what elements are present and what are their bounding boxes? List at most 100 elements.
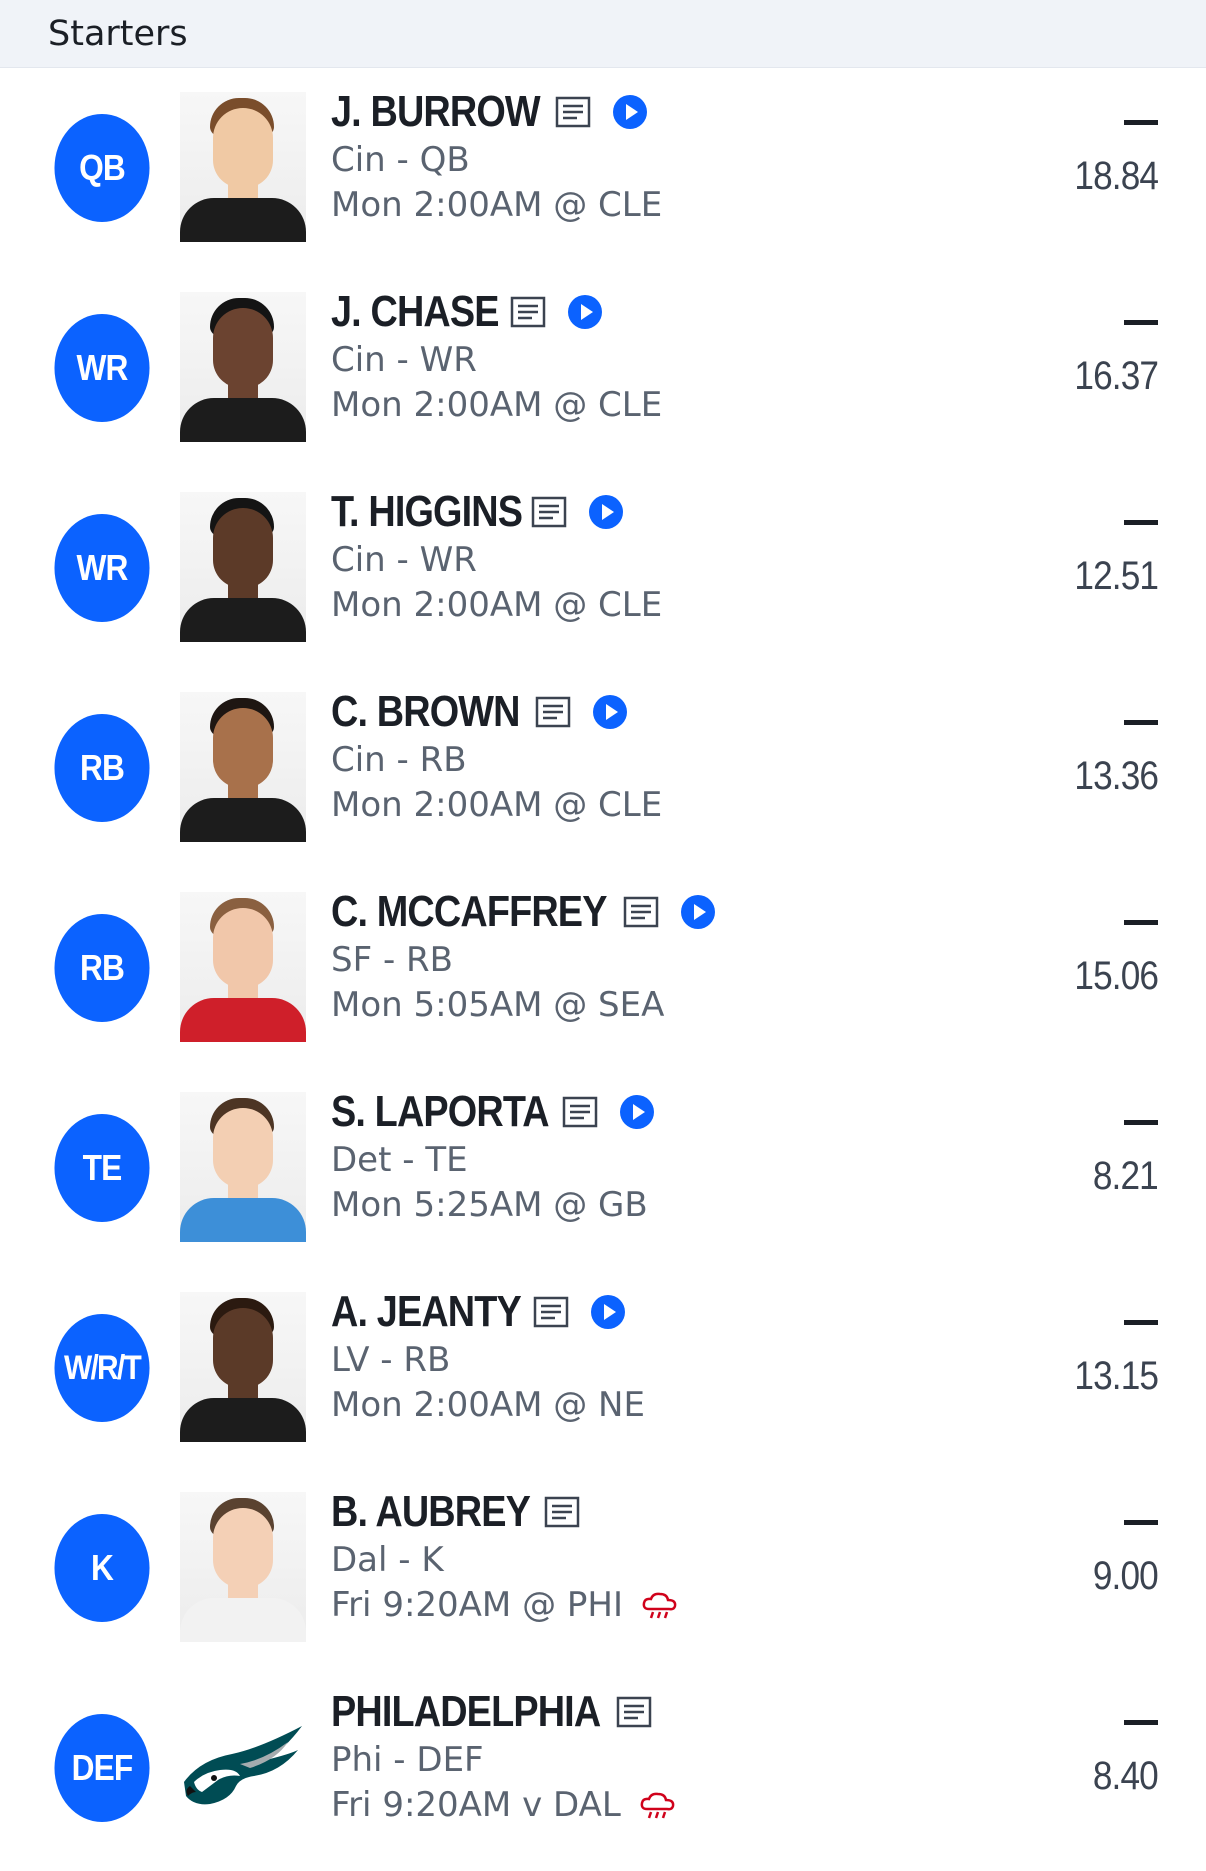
- player-info: T. HIGGINS Cin - WR Mon 2:00AM @ CLE: [331, 486, 971, 628]
- game-time: Mon 2:00AM @ CLE: [331, 783, 971, 828]
- team-position: Cin - WR: [331, 340, 477, 380]
- team-position: Phi - DEF: [331, 1740, 484, 1780]
- eagles-logo-icon[interactable]: [180, 1692, 306, 1842]
- player-row[interactable]: WR J. CHASE Cin - WR Mon 2:00AM @ CLE 16…: [0, 268, 1206, 468]
- game-time: Fri 9:20AM v DAL: [331, 1783, 971, 1828]
- news-icon[interactable]: [531, 496, 567, 528]
- news-icon[interactable]: [533, 1296, 569, 1328]
- position-badge[interactable]: DEF: [54, 1714, 150, 1822]
- player-info: B. AUBREY Dal - K Fri 9:20AM @ PHI: [331, 1486, 971, 1628]
- news-icon[interactable]: [616, 1696, 652, 1728]
- projected-points: 8.21: [1093, 1154, 1159, 1198]
- player-row[interactable]: WR T. HIGGINS Cin - WR Mon 2:00AM @ CLE …: [0, 468, 1206, 668]
- team-position: Det - TE: [331, 1140, 468, 1180]
- game-time: Mon 2:00AM @ CLE: [331, 583, 971, 628]
- team-position: Dal - K: [331, 1540, 444, 1580]
- projected-points: 13.15: [1074, 1354, 1159, 1398]
- name-line: PHILADELPHIA: [331, 1686, 971, 1738]
- position-badge[interactable]: RB: [54, 914, 150, 1022]
- actual-points: [1124, 1120, 1158, 1125]
- name-line: A. JEANTY: [331, 1286, 971, 1338]
- weather-rain-icon[interactable]: [641, 1591, 679, 1621]
- game-time: Mon 5:25AM @ GB: [331, 1183, 971, 1228]
- name-line: S. LAPORTA: [331, 1086, 971, 1138]
- player-headshot[interactable]: [180, 692, 306, 842]
- news-icon[interactable]: [555, 96, 591, 128]
- news-icon[interactable]: [535, 696, 571, 728]
- news-icon[interactable]: [623, 896, 659, 928]
- actual-points: [1124, 1720, 1158, 1725]
- player-name[interactable]: B. AUBREY: [331, 1487, 531, 1536]
- section-title: Starters: [48, 14, 188, 54]
- team-position: SF - RB: [331, 940, 453, 980]
- news-icon[interactable]: [562, 1096, 598, 1128]
- team-position: Cin - RB: [331, 740, 467, 780]
- position-badge[interactable]: TE: [54, 1114, 150, 1222]
- position-badge[interactable]: QB: [54, 114, 150, 222]
- player-info: J. BURROW Cin - QB Mon 2:00AM @ CLE: [331, 86, 971, 228]
- player-row[interactable]: W/R/T A. JEANTY LV - RB Mon 2:00AM @ NE …: [0, 1268, 1206, 1468]
- actual-points: [1124, 720, 1158, 725]
- player-name[interactable]: C. BROWN: [331, 687, 520, 736]
- name-line: J. CHASE: [331, 286, 971, 338]
- name-line: T. HIGGINS: [331, 486, 971, 538]
- play-video-icon[interactable]: [611, 93, 649, 131]
- player-headshot[interactable]: [180, 92, 306, 242]
- player-row[interactable]: RB C. BROWN Cin - RB Mon 2:00AM @ CLE 13…: [0, 668, 1206, 868]
- game-time-text: Fri 9:20AM @ PHI: [331, 1585, 623, 1625]
- projected-points: 12.51: [1074, 554, 1159, 598]
- game-time-text: Mon 5:25AM @ GB: [331, 1185, 648, 1225]
- player-headshot[interactable]: [180, 1292, 306, 1442]
- play-video-icon[interactable]: [618, 1093, 656, 1131]
- position-badge[interactable]: RB: [54, 714, 150, 822]
- name-line: B. AUBREY: [331, 1486, 971, 1538]
- projected-points: 18.84: [1074, 154, 1159, 198]
- player-name[interactable]: J. CHASE: [331, 287, 500, 336]
- actual-points: [1124, 120, 1158, 125]
- starters-list: QB J. BURROW Cin - QB Mon 2:00AM @ CLE 1…: [0, 68, 1206, 1868]
- player-row[interactable]: RB C. MCCAFFREY SF - RB Mon 5:05AM @ SEA…: [0, 868, 1206, 1068]
- player-name[interactable]: S. LAPORTA: [331, 1087, 550, 1136]
- player-headshot[interactable]: [180, 292, 306, 442]
- player-row[interactable]: K B. AUBREY Dal - K Fri 9:20AM @ PHI 9.0…: [0, 1468, 1206, 1668]
- game-time-text: Mon 2:00AM @ CLE: [331, 585, 663, 625]
- player-name[interactable]: A. JEANTY: [331, 1287, 522, 1336]
- news-icon[interactable]: [544, 1496, 580, 1528]
- name-line: C. MCCAFFREY: [331, 886, 971, 938]
- position-badge[interactable]: W/R/T: [54, 1314, 150, 1422]
- play-video-icon[interactable]: [591, 693, 629, 731]
- player-headshot[interactable]: [180, 1092, 306, 1242]
- player-info: J. CHASE Cin - WR Mon 2:00AM @ CLE: [331, 286, 971, 428]
- play-video-icon[interactable]: [566, 293, 604, 331]
- player-info: C. BROWN Cin - RB Mon 2:00AM @ CLE: [331, 686, 971, 828]
- actual-points: [1124, 320, 1158, 325]
- player-name[interactable]: J. BURROW: [331, 87, 541, 136]
- actual-points: [1124, 1520, 1158, 1525]
- player-name[interactable]: T. HIGGINS: [331, 487, 523, 536]
- player-headshot[interactable]: [180, 492, 306, 642]
- weather-rain-icon[interactable]: [639, 1791, 677, 1821]
- projected-points: 9.00: [1093, 1554, 1159, 1598]
- game-time-text: Mon 2:00AM @ CLE: [331, 785, 663, 825]
- actual-points: [1124, 920, 1158, 925]
- player-row[interactable]: QB J. BURROW Cin - QB Mon 2:00AM @ CLE 1…: [0, 68, 1206, 268]
- play-video-icon[interactable]: [587, 493, 625, 531]
- news-icon[interactable]: [510, 296, 546, 328]
- player-name[interactable]: C. MCCAFFREY: [331, 887, 607, 936]
- play-video-icon[interactable]: [679, 893, 717, 931]
- position-badge[interactable]: WR: [54, 314, 150, 422]
- actual-points: [1124, 1320, 1158, 1325]
- position-badge[interactable]: K: [54, 1514, 150, 1622]
- play-video-icon[interactable]: [589, 1293, 627, 1331]
- player-headshot[interactable]: [180, 1492, 306, 1642]
- player-row[interactable]: TE S. LAPORTA Det - TE Mon 5:25AM @ GB 8…: [0, 1068, 1206, 1268]
- player-headshot[interactable]: [180, 892, 306, 1042]
- game-time-text: Mon 2:00AM @ CLE: [331, 185, 663, 225]
- game-time-text: Fri 9:20AM v DAL: [331, 1785, 621, 1825]
- player-name[interactable]: PHILADELPHIA: [331, 1687, 601, 1736]
- projected-points: 13.36: [1074, 754, 1159, 798]
- player-row[interactable]: DEF PHILADELPHIA Phi - DEF Fri 9:20AM v …: [0, 1668, 1206, 1868]
- position-badge[interactable]: WR: [54, 514, 150, 622]
- team-position: LV - RB: [331, 1340, 451, 1380]
- player-info: A. JEANTY LV - RB Mon 2:00AM @ NE: [331, 1286, 971, 1428]
